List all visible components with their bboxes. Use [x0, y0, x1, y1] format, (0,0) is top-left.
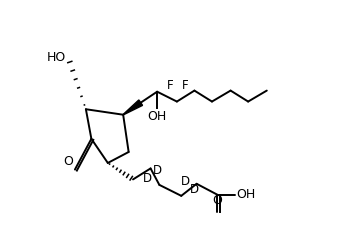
Text: D: D — [152, 164, 162, 177]
Text: OH: OH — [237, 188, 256, 201]
Text: D: D — [143, 172, 152, 185]
Text: D: D — [189, 183, 199, 196]
Polygon shape — [123, 100, 142, 115]
Text: D: D — [181, 175, 190, 188]
Text: F: F — [182, 79, 188, 92]
Text: OH: OH — [148, 110, 167, 123]
Text: HO: HO — [47, 51, 66, 64]
Text: O: O — [63, 156, 73, 169]
Text: O: O — [213, 194, 223, 207]
Text: F: F — [167, 79, 174, 92]
